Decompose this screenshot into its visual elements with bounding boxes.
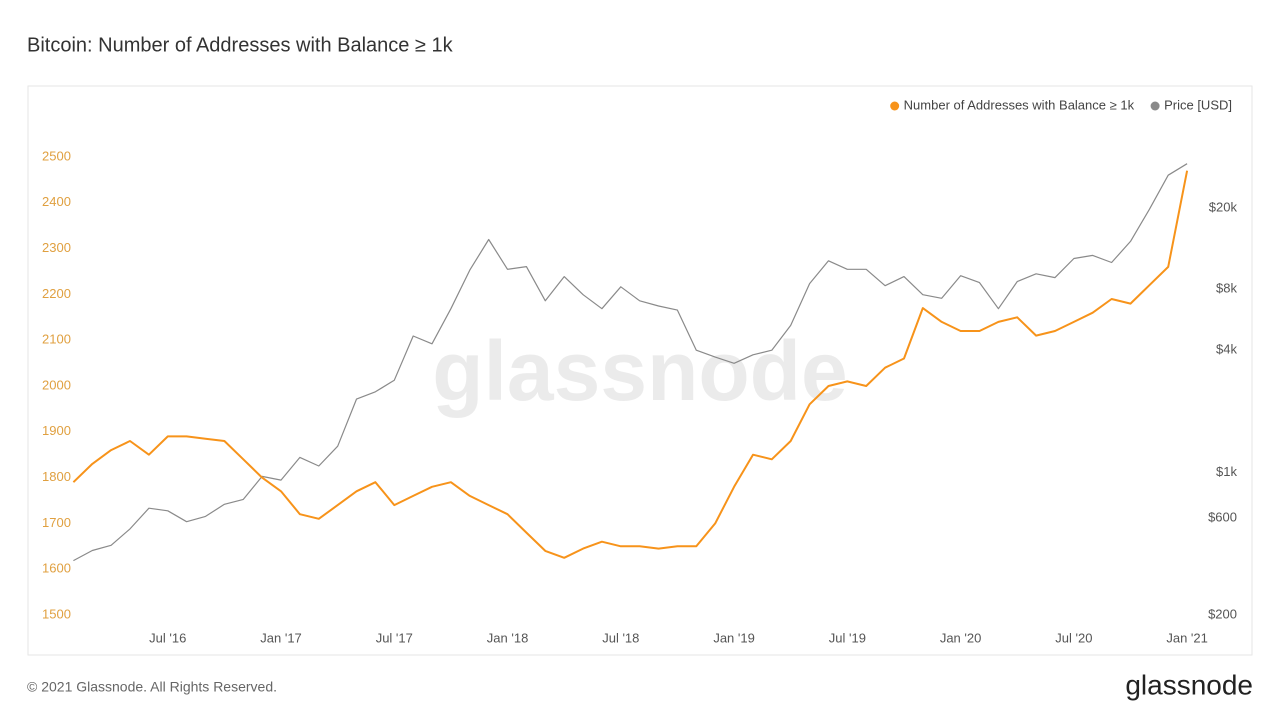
legend-label: Price [USD]	[1164, 97, 1232, 112]
y-tick-label: 1500	[42, 606, 71, 621]
y-tick-label: 2400	[42, 194, 71, 209]
x-tick-label: Jul '19	[829, 630, 866, 645]
y-tick-label: 2300	[42, 240, 71, 255]
x-tick-label: Jul '16	[149, 630, 186, 645]
x-tick-label: Jan '19	[713, 630, 755, 645]
series-line	[73, 163, 1188, 562]
x-tick-label: Jan '17	[260, 630, 302, 645]
logo: glassnode	[1125, 669, 1253, 700]
chart-title: Bitcoin: Number of Addresses with Balanc…	[27, 34, 454, 56]
copyright: © 2021 Glassnode. All Rights Reserved.	[27, 679, 277, 695]
x-tick-label: Jan '20	[940, 630, 982, 645]
chart-panel	[27, 85, 1253, 656]
y2-tick-label: $20k	[1209, 199, 1238, 214]
y-tick-label: 1800	[42, 469, 71, 484]
y2-tick-label: $200	[1208, 606, 1237, 621]
x-tick-label: Jan '21	[1166, 630, 1208, 645]
x-tick-label: Jul '20	[1055, 630, 1092, 645]
series-line	[72, 170, 1189, 559]
watermark: glassnode	[432, 324, 847, 418]
y2-tick-label: $1k	[1216, 464, 1237, 479]
y-tick-label: 2000	[42, 377, 71, 392]
y2-tick-label: $600	[1208, 509, 1237, 524]
y-tick-label: 1900	[42, 423, 71, 438]
y2-tick-label: $8k	[1216, 280, 1237, 295]
x-tick-label: Jul '18	[602, 630, 639, 645]
x-tick-label: Jul '17	[376, 630, 413, 645]
legend-marker	[890, 101, 900, 111]
y-tick-label: 1600	[42, 561, 71, 576]
x-tick-label: Jan '18	[487, 630, 529, 645]
y-tick-label: 2500	[42, 148, 71, 163]
y-tick-label: 2200	[42, 286, 71, 301]
legend-marker	[1150, 101, 1160, 111]
y-tick-label: 1700	[42, 515, 71, 530]
y-tick-label: 2100	[42, 332, 71, 347]
y2-tick-label: $4k	[1216, 342, 1237, 357]
legend-label: Number of Addresses with Balance ≥ 1k	[904, 97, 1135, 112]
